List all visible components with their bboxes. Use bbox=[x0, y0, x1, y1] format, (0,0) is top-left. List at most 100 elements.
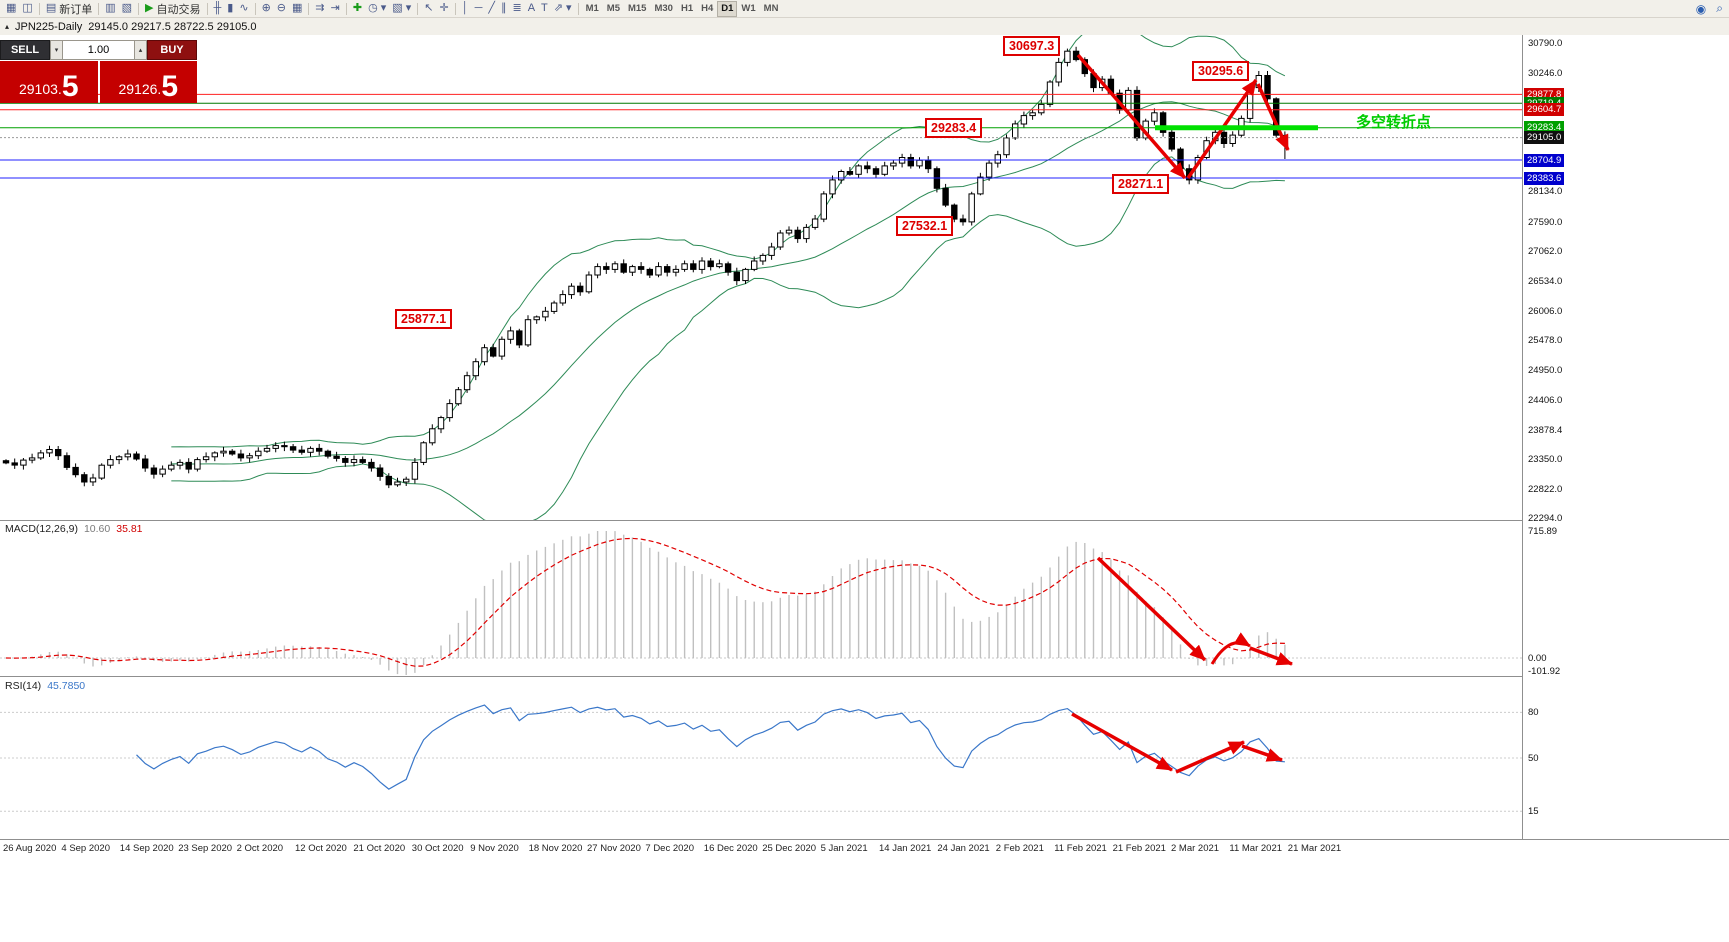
price-tag: 29105.0 bbox=[1524, 131, 1565, 145]
navigator-icon[interactable]: ▧ bbox=[119, 1, 135, 17]
text-icon[interactable]: A bbox=[525, 1, 538, 17]
chart-bars-icon[interactable]: ╫ bbox=[211, 1, 225, 17]
cursor-icon[interactable]: ↖ bbox=[421, 1, 436, 17]
macd-panel[interactable] bbox=[0, 521, 1522, 675]
timeframe-m5[interactable]: M5 bbox=[606, 3, 620, 14]
zoom-in-icon[interactable]: ⊕ bbox=[259, 1, 274, 17]
periods-icon: ◷ ▾ bbox=[368, 2, 387, 14]
arrows-icon[interactable]: ⇗ ▾ bbox=[551, 1, 575, 17]
rsi-scale-label: 15 bbox=[1528, 805, 1539, 817]
volume-down-button[interactable]: ▾ bbox=[50, 40, 63, 60]
auto-scroll-icon: ⇉ bbox=[315, 2, 325, 14]
sell-price-big: 5 bbox=[61, 70, 79, 103]
price-scale-label: 24406.0 bbox=[1528, 395, 1563, 406]
profiles-icon[interactable]: ◫ bbox=[19, 1, 35, 17]
chart-icon: ▴ bbox=[5, 22, 10, 31]
time-axis-label: 16 Dec 2020 bbox=[703, 843, 758, 854]
chart-candles-icon[interactable]: ▮ bbox=[224, 1, 236, 17]
buy-price-main: 29126. bbox=[118, 81, 162, 97]
periods-icon[interactable]: ◷ ▾ bbox=[365, 1, 389, 17]
sell-button[interactable]: SELL bbox=[0, 40, 50, 60]
arrows-icon: ⇗ ▾ bbox=[553, 2, 572, 14]
chart-shift-icon[interactable]: ⇥ bbox=[328, 1, 343, 17]
profiles-icon: ◫ bbox=[22, 2, 33, 14]
time-axis-label: 30 Oct 2020 bbox=[411, 843, 464, 854]
cursor-icon: ↖ bbox=[424, 2, 434, 14]
buy-price-big: 5 bbox=[161, 70, 178, 103]
volume-up-button[interactable]: ▴ bbox=[134, 40, 147, 60]
market-watch-icon[interactable]: ▥ bbox=[102, 1, 118, 17]
price-scale-label: 30246.0 bbox=[1528, 68, 1563, 80]
toolbar-separator bbox=[577, 2, 579, 15]
new-chart-icon[interactable]: ▦ bbox=[3, 1, 19, 17]
tile-windows-icon[interactable]: ▦ bbox=[289, 1, 305, 17]
label-icon[interactable]: T bbox=[538, 1, 551, 17]
price-scale-label: 23878.4 bbox=[1528, 424, 1563, 436]
buy-button[interactable]: BUY bbox=[147, 40, 197, 60]
price-callout: 27532.1 bbox=[896, 216, 954, 236]
toolbar-separator bbox=[345, 2, 347, 15]
chart-line-icon[interactable]: ∿ bbox=[236, 1, 251, 17]
panel-separator[interactable] bbox=[0, 676, 1729, 677]
indicators-icon: ✚ bbox=[352, 2, 363, 14]
community-icon[interactable]: ◉ bbox=[1695, 1, 1707, 16]
price-axis[interactable]: 30790.0 30246.0 28134.0 27590.0 27062.0 26534… bbox=[1522, 35, 1729, 839]
auto-trading-button[interactable]: ▶ 自动交易 bbox=[142, 1, 203, 17]
macd-scale-label: -101.92 bbox=[1528, 665, 1561, 677]
toolbar-separator bbox=[38, 2, 40, 15]
chart-window-title: ▴ JPN225-Daily 29145.0 29217.5 28722.5 2… bbox=[0, 18, 1729, 35]
new-order-button-label: 新订单 bbox=[59, 3, 93, 16]
time-axis-label: 27 Nov 2020 bbox=[587, 843, 641, 854]
price-callout: 29283.4 bbox=[925, 118, 983, 138]
timeframe-m15[interactable]: M15 bbox=[627, 3, 647, 14]
vertical-line-icon[interactable]: │ bbox=[459, 1, 472, 17]
label-icon: T bbox=[541, 2, 548, 14]
time-axis-label: 4 Sep 2020 bbox=[61, 843, 110, 854]
toolbar-separator bbox=[417, 2, 419, 15]
indicators-icon[interactable]: ✚ bbox=[350, 1, 365, 17]
panel-separator[interactable] bbox=[0, 520, 1729, 521]
buy-price-display[interactable]: 29126. 5 bbox=[99, 61, 197, 103]
volume-input[interactable] bbox=[63, 40, 134, 60]
rsi-panel[interactable] bbox=[0, 677, 1522, 839]
crosshair-icon: ✛ bbox=[439, 2, 449, 14]
toolbar-separator bbox=[98, 2, 100, 15]
time-axis-label: 25 Dec 2020 bbox=[762, 843, 817, 854]
templates-icon[interactable]: ▧ ▾ bbox=[389, 1, 414, 17]
horizontal-line-icon[interactable]: ─ bbox=[472, 1, 486, 17]
timeframe-m30[interactable]: M30 bbox=[654, 3, 673, 14]
macd-scale-label: 0.00 bbox=[1528, 652, 1547, 664]
time-axis[interactable]: 26 Aug 2020 4 Sep 2020 14 Sep 2020 23 Sep 2… bbox=[0, 839, 1729, 860]
time-axis-label: 18 Nov 2020 bbox=[528, 843, 583, 854]
search-icon[interactable]: ⌕ bbox=[1716, 1, 1723, 15]
time-axis-label: 11 Feb 2021 bbox=[1054, 843, 1107, 854]
rsi-value: 45.7850 bbox=[47, 680, 86, 692]
timeframe-h1[interactable]: H1 bbox=[680, 3, 694, 14]
chart-bars-icon: ╫ bbox=[213, 2, 222, 14]
time-axis-label: 26 Aug 2020 bbox=[3, 843, 57, 854]
timeframe-w1[interactable]: W1 bbox=[741, 3, 756, 14]
macd-indicator-label: MACD(12,26,9) 10.60 35.81 bbox=[5, 523, 143, 535]
rsi-name: RSI(14) bbox=[5, 680, 42, 692]
auto-scroll-icon[interactable]: ⇉ bbox=[312, 1, 327, 17]
fibonacci-icon[interactable]: ≣ bbox=[509, 1, 524, 17]
timeframe-d1[interactable]: D1 bbox=[717, 0, 738, 17]
time-axis-label: 24 Jan 2021 bbox=[937, 843, 990, 854]
sell-price-display[interactable]: 29103. 5 bbox=[0, 61, 98, 103]
timeframe-m1[interactable]: M1 bbox=[585, 3, 599, 14]
new-order-button[interactable]: ▤ 新订单 bbox=[43, 1, 95, 17]
trendline-icon[interactable]: ╱ bbox=[485, 1, 498, 17]
price-callout: 30697.3 bbox=[1003, 36, 1061, 56]
time-axis-label: 14 Sep 2020 bbox=[119, 843, 174, 854]
timeframe-h4[interactable]: H4 bbox=[701, 3, 714, 14]
crosshair-icon[interactable]: ✛ bbox=[436, 1, 451, 17]
fibonacci-icon: ≣ bbox=[512, 2, 522, 14]
zoom-out-icon[interactable]: ⊖ bbox=[274, 1, 289, 17]
chart-candles-icon: ▮ bbox=[227, 2, 234, 14]
zoom-in-icon: ⊕ bbox=[261, 2, 271, 14]
timeframe-mn[interactable]: MN bbox=[763, 3, 779, 14]
channel-icon[interactable]: ∥ bbox=[498, 1, 510, 17]
price-chart-panel[interactable] bbox=[0, 35, 1522, 520]
trendline-icon: ╱ bbox=[488, 2, 495, 14]
price-tag: 29283.4 bbox=[1524, 121, 1565, 135]
